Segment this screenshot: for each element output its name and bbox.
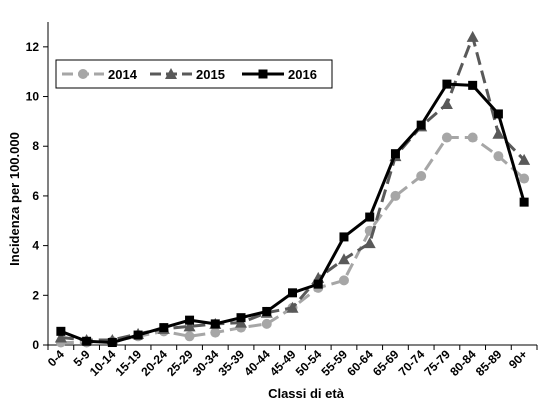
data-point-square xyxy=(390,149,400,159)
x-tick-label: 30-34 xyxy=(190,347,222,379)
data-point-square xyxy=(262,306,272,316)
data-point-circle xyxy=(261,318,272,329)
data-point-circle xyxy=(338,275,349,286)
data-point-square xyxy=(493,109,503,119)
x-tick-label: 65-69 xyxy=(370,347,402,379)
x-ticks: 0-4 5-910-1415-1920-2425-2930-3435-3940-4… xyxy=(45,345,538,379)
data-point-square xyxy=(107,338,117,348)
data-point-triangle xyxy=(183,320,196,332)
series-2016 xyxy=(56,79,529,348)
y-ticks: 0 2 4 6 8 10 12 xyxy=(26,40,48,352)
y-tick-label: 2 xyxy=(32,288,39,302)
data-point-triangle xyxy=(286,301,299,313)
data-point-square xyxy=(339,232,349,242)
data-point-triangle xyxy=(492,127,505,139)
x-tick-label: 75-79 xyxy=(421,347,453,379)
data-point-triangle xyxy=(363,237,376,249)
data-point-square xyxy=(159,323,169,333)
data-point-square xyxy=(185,315,195,325)
x-tick-label: 20-24 xyxy=(138,347,170,379)
y-tick-label: 8 xyxy=(32,139,39,153)
data-point-square xyxy=(519,197,529,207)
x-tick-label: 10-14 xyxy=(87,347,119,379)
data-point-triangle xyxy=(466,30,479,42)
x-tick-label: 60-64 xyxy=(344,347,376,379)
data-point-square xyxy=(313,279,323,289)
legend-entry-2016: 2016 xyxy=(242,67,317,82)
data-point-square xyxy=(82,336,92,346)
legend-marker-square xyxy=(258,69,268,79)
y-tick-label: 6 xyxy=(32,189,39,203)
x-tick-label: 15-19 xyxy=(113,347,145,379)
data-point-square xyxy=(416,120,426,130)
legend-label: 2016 xyxy=(288,67,317,82)
x-tick-label: 55-59 xyxy=(318,347,350,379)
data-point-circle xyxy=(493,151,504,162)
legend-entry-2015: 2015 xyxy=(150,67,225,82)
data-point-circle xyxy=(519,173,530,184)
x-tick-label: 50-54 xyxy=(293,347,325,379)
data-point-square xyxy=(365,212,375,222)
data-point-square xyxy=(210,319,220,329)
legend-label: 2015 xyxy=(196,67,225,82)
data-point-circle xyxy=(467,132,478,143)
data-point-triangle xyxy=(518,153,531,165)
series-layer xyxy=(54,30,531,348)
data-point-triangle xyxy=(54,331,67,343)
x-axis-title: Classi di età xyxy=(268,386,345,401)
data-point-circle xyxy=(416,171,427,182)
data-point-triangle xyxy=(337,253,350,265)
y-tick-label: 12 xyxy=(26,40,40,54)
x-tick-label: 0-4 xyxy=(45,347,67,369)
legend-marker-circle xyxy=(78,69,88,79)
legend-label: 2014 xyxy=(108,67,138,82)
data-point-square xyxy=(236,313,246,323)
data-point-square xyxy=(468,80,478,90)
data-point-circle xyxy=(441,132,452,143)
x-tick-label: 35-39 xyxy=(216,347,248,379)
data-point-triangle xyxy=(440,97,453,109)
legend: 2014 2015 2016 xyxy=(55,59,333,89)
data-point-circle xyxy=(390,190,401,201)
data-point-square xyxy=(442,79,452,89)
x-tick-label: 90+ xyxy=(506,347,530,371)
legend-entry-2014: 2014 xyxy=(62,67,138,82)
x-tick-label: 40-44 xyxy=(241,347,273,379)
data-point-circle xyxy=(210,327,221,338)
series-2014 xyxy=(55,132,530,348)
data-point-square xyxy=(133,330,143,340)
data-point-circle xyxy=(184,331,195,342)
y-axis-title: Incidenza per 100.000 xyxy=(7,132,22,266)
y-tick-label: 0 xyxy=(32,338,39,352)
x-tick-label: 70-74 xyxy=(396,347,428,379)
x-tick-label: 85-89 xyxy=(473,347,505,379)
y-tick-label: 4 xyxy=(32,239,39,253)
data-point-square xyxy=(56,326,66,336)
data-point-square xyxy=(288,288,297,298)
x-tick-label: 45-49 xyxy=(267,347,299,379)
legend-marker-triangle xyxy=(165,68,177,79)
axes xyxy=(47,22,537,346)
y-tick-label: 10 xyxy=(26,90,40,104)
x-tick-label: 25-29 xyxy=(164,347,196,379)
x-tick-label: 80-84 xyxy=(447,347,479,379)
